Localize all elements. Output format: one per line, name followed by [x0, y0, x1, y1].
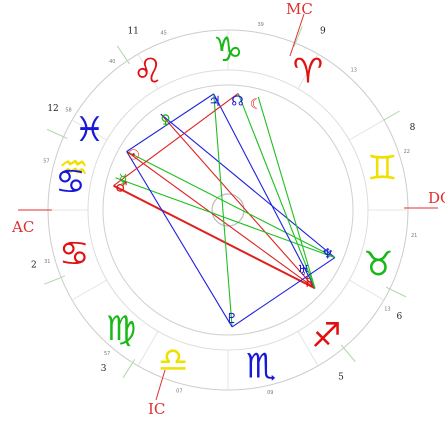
planet-venus-icon: ♀ [160, 113, 170, 129]
planet-saturn-icon: ♄ [303, 275, 316, 291]
aspect-line-trine [126, 151, 233, 328]
house-number: 6 [396, 312, 402, 322]
sign-aries-icon: ♈ [293, 51, 323, 91]
cusp-degree: 13 [384, 307, 390, 313]
cusp-degree: 40 [109, 59, 115, 65]
house-number: 5 [338, 372, 344, 382]
sign-taurus-icon: ♉ [363, 245, 393, 285]
cusp-degree: 07 [176, 389, 182, 395]
aspect-line-square [126, 151, 316, 289]
sign-divider [137, 53, 159, 90]
house-number: 8 [410, 123, 416, 133]
center-hub [211, 193, 245, 227]
house-number: 2 [31, 261, 37, 271]
aspect-line-trine [213, 93, 316, 289]
inner-ring [102, 84, 354, 336]
cusp-degree: 31 [44, 259, 50, 265]
aspect-line-sextile [257, 96, 316, 289]
angle-ic-line [155, 369, 166, 401]
cusp-degree: 22 [404, 149, 410, 155]
aspect-line-square [113, 93, 239, 187]
cusp-degree: 39 [257, 22, 263, 28]
sign-divider [297, 330, 319, 367]
aspect-line-sextile [237, 93, 316, 289]
sign-divider [348, 119, 385, 141]
cusp-degree: 58 [65, 107, 71, 113]
zodiac-rings [47, 29, 409, 391]
cusp-degree: 21 [411, 233, 417, 239]
aspect-lines [113, 93, 336, 328]
sign-virgo-icon: ♍ [106, 309, 136, 349]
angle-ic-label: IC [148, 400, 165, 418]
angle-mc-label: MC [286, 0, 313, 18]
cusp-degree: 13 [351, 67, 357, 73]
aspect-line-trine [160, 113, 336, 259]
sign-divider [71, 279, 108, 301]
house-number: 11 [127, 27, 138, 37]
aspect-line-trine [231, 257, 336, 328]
angle-ac-label: AC [11, 218, 34, 236]
aspect-line-square [160, 113, 316, 289]
planet-sun-icon: ☉ [127, 148, 140, 164]
house-number: 3 [101, 364, 107, 374]
planet-node-icon: ☊ [231, 93, 243, 109]
cusp-degree: 09 [267, 390, 273, 396]
planet-mars-icon: ♂ [115, 179, 128, 195]
planet-pluto-icon: ♇ [226, 311, 239, 327]
house-number: 9 [320, 27, 326, 37]
sign-capricorn-icon: ♑ [213, 30, 243, 70]
house-cusp-line [116, 45, 130, 65]
zodiac-signs: ♑ ♌ ♓♒ ♈ ♊ ♉ ♐ ♏ ♎ ♍ ♋ ♋ [55, 30, 398, 387]
cusp-degree: 57 [104, 351, 110, 357]
cusp-degree: 45 [161, 30, 167, 36]
sign-pisces-icon: ♓ [74, 110, 104, 150]
house-cusp-line [385, 286, 407, 298]
house-cusp-line [122, 358, 136, 379]
sign-cancer-2-icon: ♋ [55, 162, 85, 202]
aspect-line-opposition [113, 184, 316, 290]
sign-divider [71, 119, 108, 141]
house-number: 12 [47, 104, 58, 114]
aspect-line-sextile [115, 177, 336, 259]
house-cusp-line [46, 129, 68, 139]
sign-cancer-icon: ♋ [59, 234, 89, 274]
angle-markers: MC DC IC AC [11, 0, 445, 418]
cusp-degree: 57 [43, 158, 49, 164]
planet-uranus-icon: ♅ [297, 263, 310, 279]
planet-glyphs: ♃ ☊ ☾ ♀ ☉ ♂☿ ♆ ♄♅ ♇ [115, 93, 334, 327]
sign-divider [348, 279, 385, 301]
sign-leo-icon: ♌ [133, 51, 163, 91]
sign-scorpio-icon: ♏ [246, 347, 276, 387]
sign-gemini-icon: ♊ [367, 149, 397, 189]
sign-sagittarius-icon: ♐ [311, 316, 341, 356]
planet-neptune-icon: ♆ [321, 246, 334, 262]
sign-divider [297, 53, 319, 90]
sign-divider [137, 330, 159, 367]
house-cusp-line [340, 344, 356, 362]
angle-dc-label: DC [428, 189, 445, 207]
planet-moon-icon: ☾ [250, 97, 263, 113]
aspect-line-sextile [213, 93, 233, 327]
angle-mc-line [289, 13, 305, 57]
planet-jupiter-icon: ♃ [208, 94, 221, 110]
planet-mercury-icon: ☿ [119, 172, 128, 188]
aspect-line-trine [126, 93, 215, 152]
sign-aquarius-icon: ♒ [58, 149, 88, 189]
sign-libra-icon: ♎ [158, 340, 188, 380]
